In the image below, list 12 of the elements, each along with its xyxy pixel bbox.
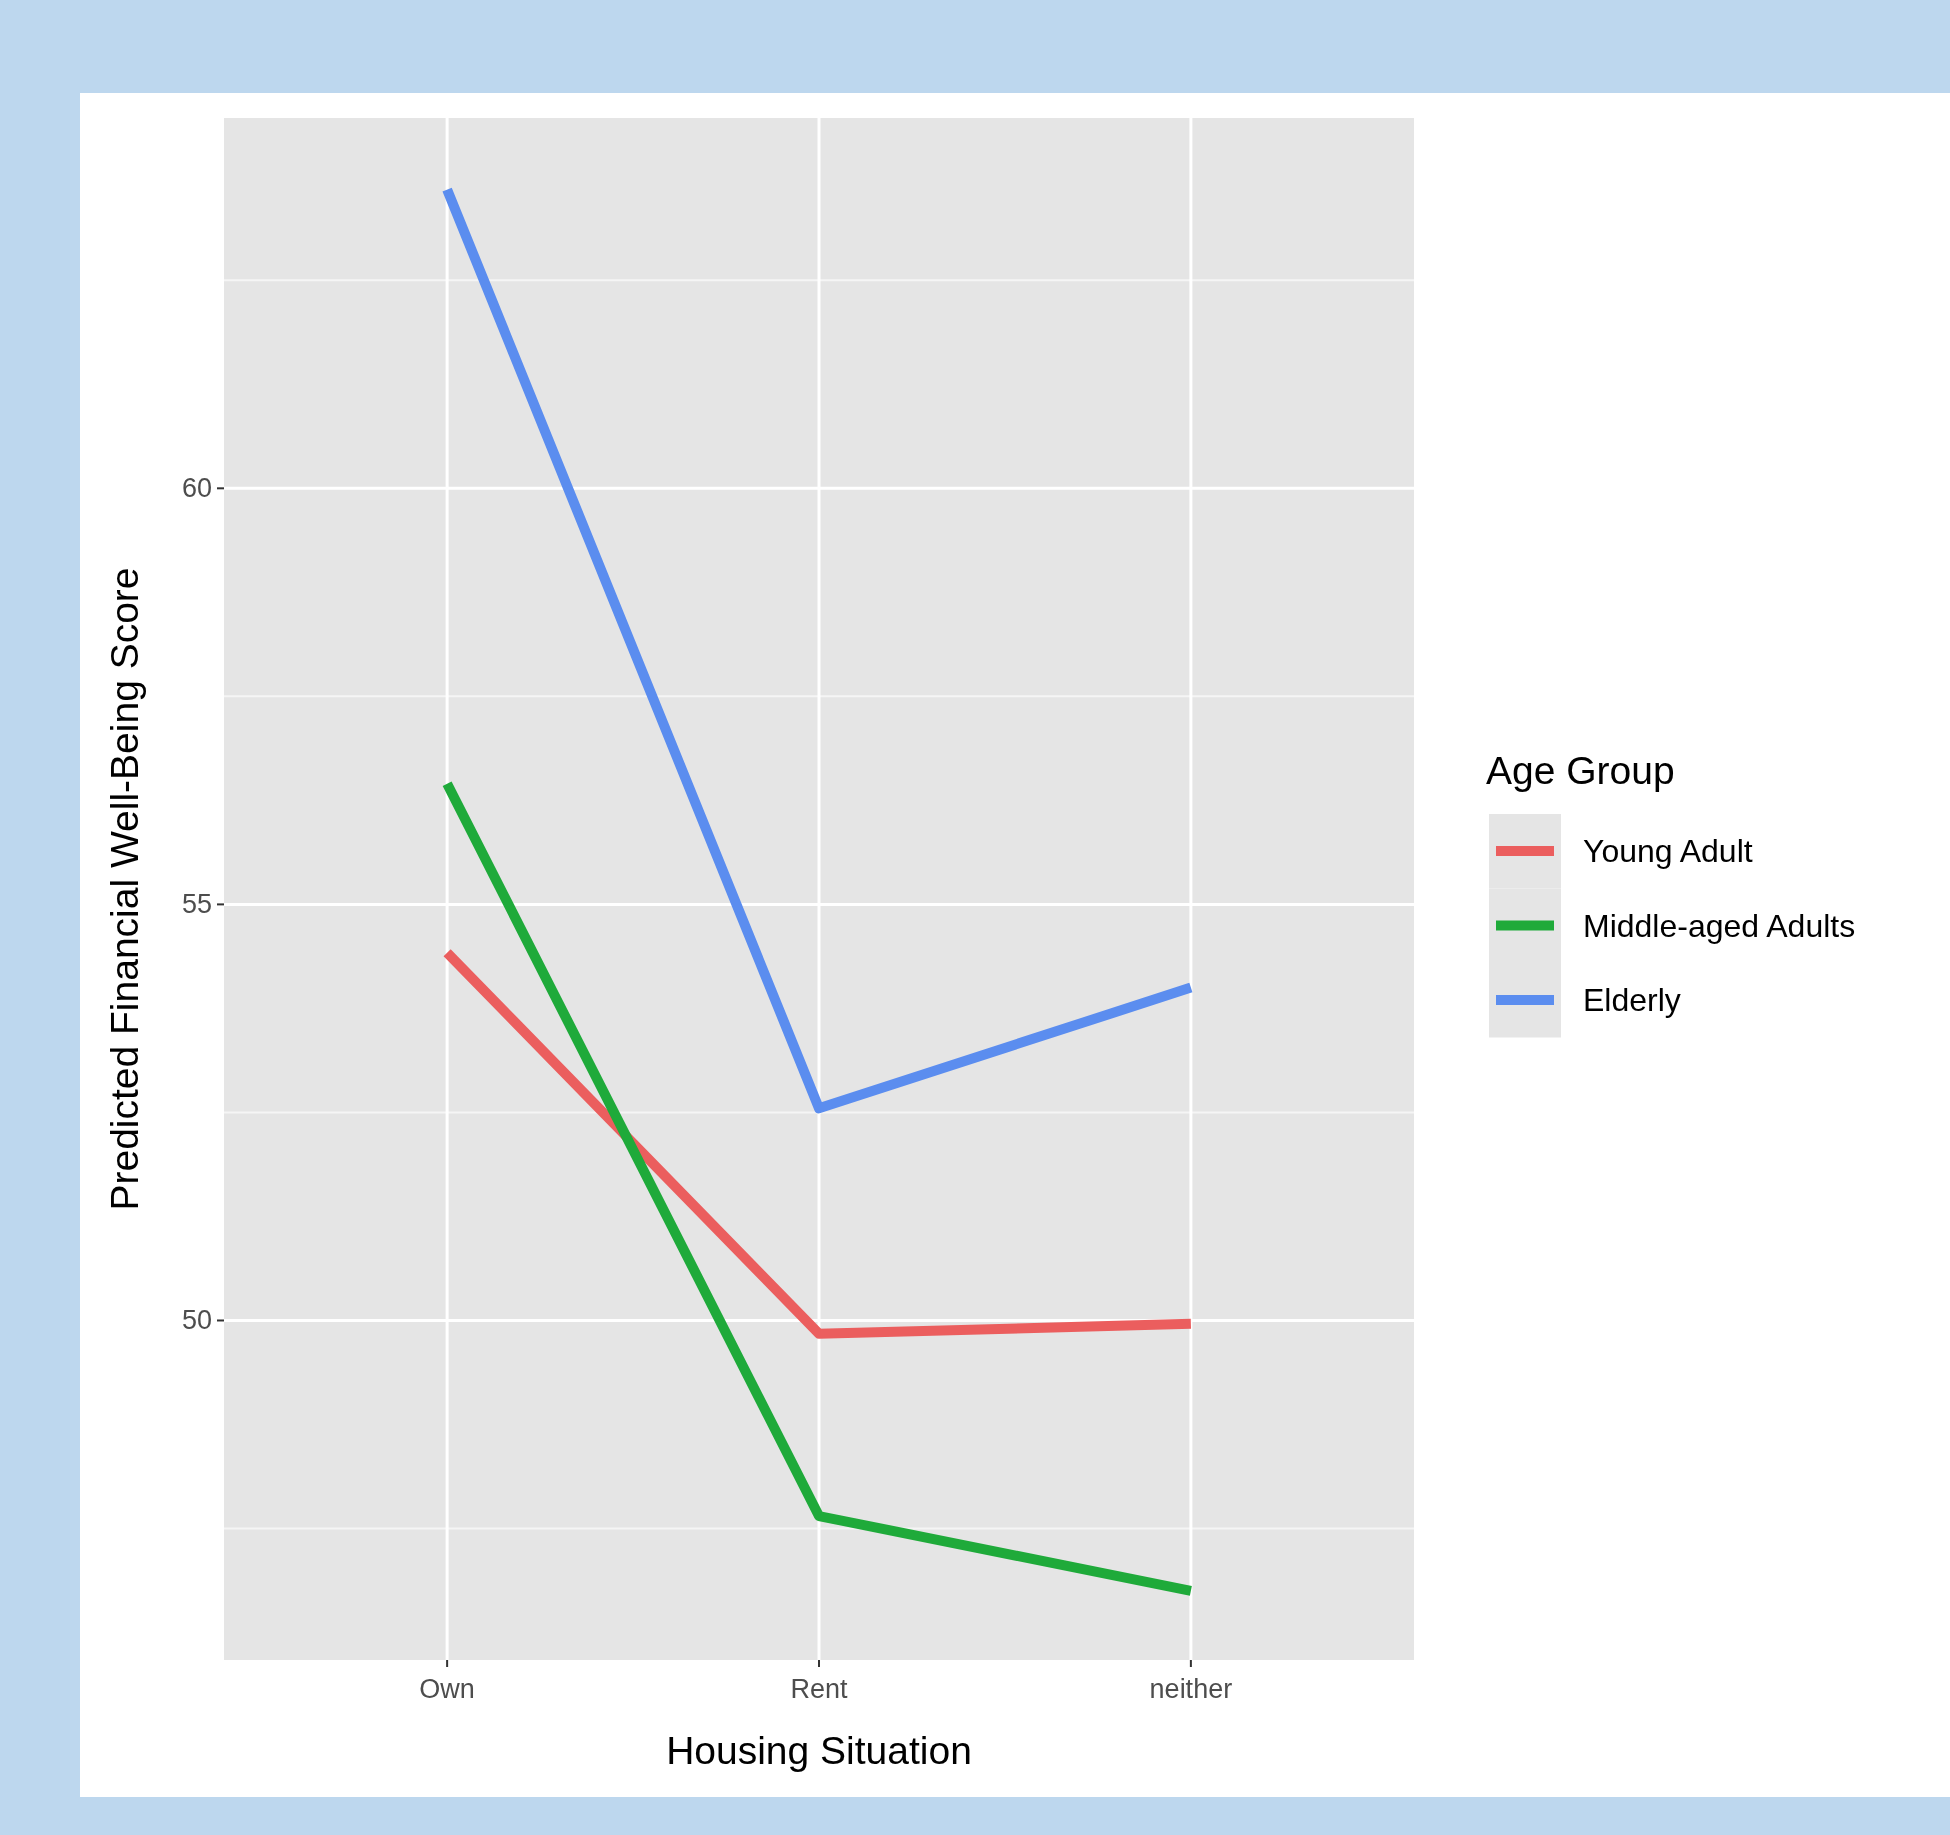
legend-label: Young Adult <box>1583 833 1753 869</box>
legend-label: Middle-aged Adults <box>1583 907 1856 944</box>
x-axis-title: Housing Situation <box>666 1729 972 1772</box>
y-tick-label: 50 <box>181 1305 212 1336</box>
y-axis-title: Predicted Financial Well-Being Score <box>103 567 146 1211</box>
x-tick-label: neither <box>1149 1674 1233 1704</box>
x-tick-label: Rent <box>790 1674 849 1704</box>
legend-title: Age Group <box>1486 749 1675 792</box>
legend-label: Elderly <box>1583 982 1681 1018</box>
y-tick-label: 55 <box>181 889 212 920</box>
x-tick-label: Own <box>419 1674 475 1704</box>
y-tick-label: 60 <box>181 473 212 504</box>
